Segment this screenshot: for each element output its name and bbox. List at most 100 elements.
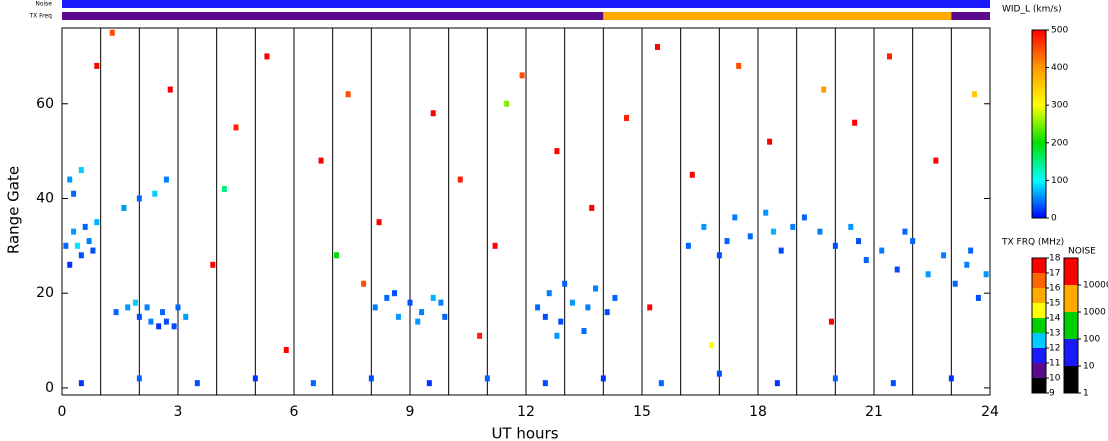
tx-tick-label: 11 bbox=[1049, 359, 1060, 369]
y-axis-label: Range Gate bbox=[5, 166, 23, 254]
echo-cell bbox=[334, 252, 340, 259]
echo-cell bbox=[156, 323, 162, 330]
echo-cell bbox=[983, 271, 989, 278]
echo-cell bbox=[589, 204, 595, 211]
echo-cell bbox=[82, 223, 88, 230]
echo-cell bbox=[535, 304, 541, 311]
x-tick-label: 6 bbox=[290, 404, 299, 420]
echo-cell bbox=[175, 304, 181, 311]
echo-cell bbox=[171, 323, 177, 330]
echo-cell bbox=[736, 62, 742, 69]
echo-cell bbox=[74, 242, 80, 249]
echo-cell bbox=[78, 252, 84, 259]
x-tick-label: 0 bbox=[58, 404, 67, 420]
y-tick-label: 60 bbox=[36, 96, 54, 112]
echo-cell bbox=[832, 375, 838, 382]
noise-color-bin bbox=[1064, 312, 1078, 339]
echo-cell bbox=[890, 380, 896, 387]
echo-cell bbox=[600, 375, 606, 382]
noise-colorbar-frame bbox=[1063, 257, 1079, 394]
echo-cell bbox=[767, 138, 773, 145]
echo-cell bbox=[163, 176, 169, 183]
tx-colorbar-frame bbox=[1031, 257, 1047, 394]
echo-cell bbox=[67, 176, 73, 183]
echo-cell bbox=[817, 228, 823, 235]
tx-tick-label: 15 bbox=[1049, 299, 1060, 309]
colorbar-tick-label: 300 bbox=[1051, 101, 1068, 111]
echo-cell bbox=[94, 219, 100, 226]
tx-tick-label: 10 bbox=[1049, 374, 1061, 384]
noise-color-bin bbox=[1064, 339, 1078, 366]
echo-cell bbox=[933, 157, 939, 164]
echo-cell bbox=[902, 228, 908, 235]
echo-cell bbox=[221, 186, 227, 193]
echo-cell bbox=[233, 124, 239, 131]
echo-cell bbox=[419, 309, 425, 316]
echo-cell bbox=[604, 309, 610, 316]
echo-cell bbox=[484, 375, 490, 382]
echo-cell bbox=[407, 299, 413, 306]
tx-tick-label: 14 bbox=[1049, 314, 1061, 324]
tx-freq-segment bbox=[951, 12, 990, 20]
echo-cell bbox=[701, 223, 707, 230]
colorbar-tick-label: 0 bbox=[1051, 214, 1057, 224]
echo-cell bbox=[716, 252, 722, 259]
echo-cell bbox=[361, 280, 367, 287]
echo-cell bbox=[968, 247, 974, 254]
echo-cell bbox=[183, 313, 189, 320]
echo-cell bbox=[569, 299, 575, 306]
echo-cell bbox=[477, 332, 483, 339]
echo-cell bbox=[210, 261, 216, 268]
echo-cell bbox=[86, 238, 92, 245]
echo-cell bbox=[415, 318, 421, 325]
echo-cell bbox=[852, 119, 858, 126]
echo-cell bbox=[647, 304, 653, 311]
tx-label: TX Freq bbox=[28, 13, 52, 20]
echo-cell bbox=[264, 53, 270, 60]
tx-tick-label: 16 bbox=[1049, 284, 1061, 294]
noise-color-bin bbox=[1064, 258, 1078, 285]
x-tick-label: 9 bbox=[406, 404, 415, 420]
echo-cell bbox=[376, 219, 382, 226]
echo-cell bbox=[384, 294, 390, 301]
y-tick-label: 0 bbox=[45, 380, 54, 396]
echo-cell bbox=[136, 195, 142, 202]
echo-cell bbox=[438, 299, 444, 306]
echo-cell bbox=[310, 380, 316, 387]
echo-cell bbox=[372, 304, 378, 311]
echo-cell bbox=[109, 29, 115, 36]
echo-cell bbox=[612, 294, 618, 301]
echo-cell bbox=[504, 100, 510, 107]
noise-color-bin bbox=[1064, 366, 1078, 393]
echo-cell bbox=[442, 313, 448, 320]
echo-cell bbox=[654, 43, 660, 50]
tx-color-bin bbox=[1032, 318, 1046, 333]
width-scale-title: WID_L (km/s) bbox=[1002, 5, 1062, 15]
echo-cell bbox=[562, 280, 568, 287]
echo-cell bbox=[368, 375, 374, 382]
x-tick-label: 3 bbox=[174, 404, 183, 420]
tx-tick-label: 17 bbox=[1049, 269, 1060, 279]
echo-cell bbox=[554, 148, 560, 155]
echo-cell bbox=[774, 380, 780, 387]
echo-cell bbox=[457, 176, 463, 183]
echo-cell bbox=[67, 261, 73, 268]
tx-freq-segment bbox=[603, 12, 952, 20]
colorbar-tick-label: 400 bbox=[1051, 63, 1068, 73]
echo-cell bbox=[113, 309, 119, 316]
x-tick-label: 21 bbox=[865, 404, 883, 420]
echo-cell bbox=[925, 271, 931, 278]
noise-label: Noise bbox=[35, 1, 52, 8]
echo-cell bbox=[975, 294, 981, 301]
echo-cell bbox=[832, 242, 838, 249]
echo-cell bbox=[63, 242, 69, 249]
echo-cell bbox=[879, 247, 885, 254]
echo-cell bbox=[790, 223, 796, 230]
echo-cell bbox=[546, 290, 552, 297]
echo-cell bbox=[194, 380, 200, 387]
echo-cell bbox=[519, 72, 525, 79]
echo-cell bbox=[163, 318, 169, 325]
noise-scale-title: NOISE bbox=[1068, 247, 1096, 257]
tx-color-bin bbox=[1032, 258, 1046, 273]
tx-scale-title: TX FRQ (MHz) bbox=[1001, 238, 1064, 248]
